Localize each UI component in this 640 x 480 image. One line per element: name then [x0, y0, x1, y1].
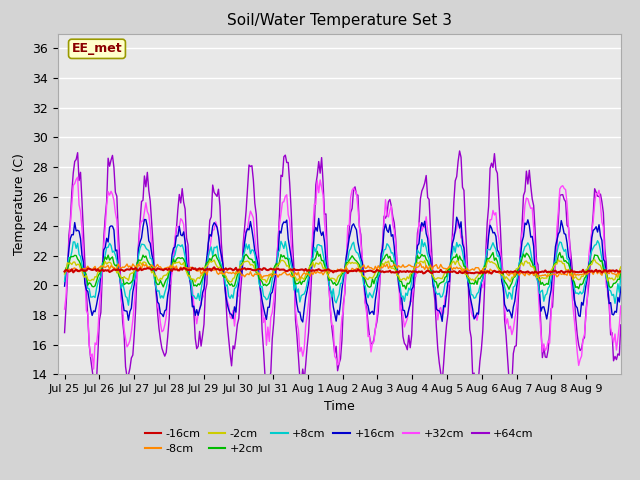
Title: Soil/Water Temperature Set 3: Soil/Water Temperature Set 3 — [227, 13, 452, 28]
Legend: -16cm, -8cm, -2cm, +2cm, +8cm, +16cm, +32cm, +64cm: -16cm, -8cm, -2cm, +2cm, +8cm, +16cm, +3… — [140, 424, 538, 459]
X-axis label: Time: Time — [324, 400, 355, 413]
Text: EE_met: EE_met — [72, 42, 122, 55]
Y-axis label: Temperature (C): Temperature (C) — [13, 153, 26, 255]
